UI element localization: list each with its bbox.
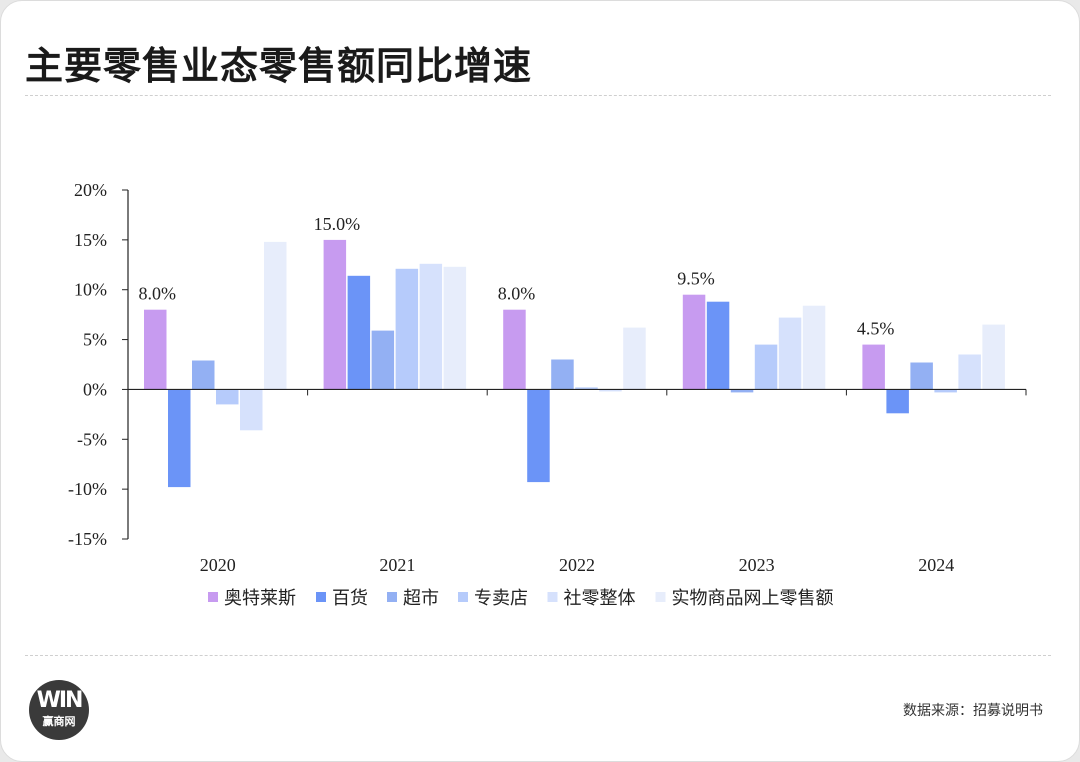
legend-label: 实物商品网上零售额 bbox=[672, 588, 834, 609]
bar-2021-奥特莱斯 bbox=[323, 239, 347, 390]
data-label: 15.0% bbox=[314, 214, 361, 234]
legend-swatch bbox=[655, 592, 666, 602]
bar-2024-专卖店 bbox=[934, 389, 957, 393]
legend: 奥特莱斯 百货 超市 专卖店 社零整体 实物商品网上零售额 bbox=[208, 588, 834, 609]
legend-label: 社零整体 bbox=[564, 588, 636, 609]
x-tick-label: 2024 bbox=[918, 555, 954, 575]
bar-2022-超市 bbox=[551, 359, 574, 390]
data-source-note: 数据来源：招募说明书 bbox=[903, 703, 1043, 719]
bar-2020-奥特莱斯 bbox=[144, 309, 167, 390]
x-tick-label: 2023 bbox=[739, 555, 775, 575]
bar-2023-超市 bbox=[730, 389, 754, 393]
y-tick-label: -10% bbox=[68, 479, 107, 499]
x-tick-label: 2022 bbox=[559, 555, 595, 575]
bar-2022-实物商品网上零售额 bbox=[623, 327, 646, 390]
bar-2023-实物商品网上零售额 bbox=[802, 305, 826, 390]
bar-2020-百货 bbox=[168, 389, 191, 488]
y-tick-label: -5% bbox=[77, 429, 107, 449]
legend-swatch bbox=[458, 592, 468, 602]
legend-swatch bbox=[316, 592, 326, 602]
data-label: 4.5% bbox=[857, 319, 895, 339]
bar-2021-实物商品网上零售额 bbox=[443, 266, 467, 390]
y-tick-label: 15% bbox=[74, 230, 107, 250]
bar-2024-超市 bbox=[910, 362, 933, 390]
labels-group: 20% 15% 10% 5% 0% -5% -10% -15% 2020 2021 2022 2023… bbox=[68, 180, 954, 575]
logo-text: 赢商网 bbox=[42, 715, 76, 728]
footer-divider bbox=[25, 655, 1051, 656]
brand-logo: WIN 赢商网 bbox=[29, 680, 89, 740]
legend-swatch bbox=[387, 592, 397, 602]
y-tick-label: -15% bbox=[68, 529, 107, 549]
legend-label: 百货 bbox=[332, 588, 368, 609]
data-label: 8.0% bbox=[498, 284, 536, 304]
bar-2021-超市 bbox=[371, 330, 395, 390]
bar-2024-奥特莱斯 bbox=[862, 344, 885, 390]
x-tick-label: 2020 bbox=[200, 555, 236, 575]
legend-label: 超市 bbox=[403, 588, 439, 609]
page-title: 主要零售业态零售额同比增速 bbox=[25, 44, 533, 88]
bar-2024-社零整体 bbox=[958, 354, 981, 390]
axes-group bbox=[122, 189, 1027, 540]
bar-2023-专卖店 bbox=[754, 344, 778, 390]
bar-2020-实物商品网上零售额 bbox=[264, 241, 287, 390]
x-tick-label: 2021 bbox=[379, 555, 415, 575]
bar-2023-奥特莱斯 bbox=[682, 294, 706, 390]
bar-2021-专卖店 bbox=[395, 268, 419, 390]
bars-group bbox=[144, 239, 1005, 488]
bar-2023-社零整体 bbox=[778, 317, 802, 390]
y-tick-label: 0% bbox=[83, 379, 107, 399]
legend-label: 专卖店 bbox=[474, 588, 528, 609]
bar-2022-社零整体 bbox=[599, 389, 622, 392]
bar-2021-社零整体 bbox=[419, 263, 443, 390]
data-label: 9.5% bbox=[677, 269, 715, 289]
data-label: 8.0% bbox=[139, 284, 177, 304]
bar-2023-百货 bbox=[706, 301, 730, 390]
legend-swatch bbox=[208, 592, 218, 602]
bar-2022-专卖店 bbox=[575, 387, 598, 390]
bar-2024-实物商品网上零售额 bbox=[982, 324, 1005, 390]
bar-2024-百货 bbox=[886, 389, 909, 414]
y-tick-label: 10% bbox=[74, 280, 107, 300]
bar-2020-社零整体 bbox=[240, 389, 263, 431]
bar-2020-专卖店 bbox=[216, 389, 239, 405]
bar-chart: 20% 15% 10% 5% 0% -5% -10% -15% 2020 2021 2022 2023… bbox=[68, 180, 1027, 609]
y-tick-label: 5% bbox=[83, 330, 107, 350]
bar-2021-百货 bbox=[347, 275, 371, 390]
y-tick-label: 20% bbox=[74, 180, 107, 200]
bar-2022-奥特莱斯 bbox=[503, 309, 526, 390]
legend-label: 奥特莱斯 bbox=[224, 588, 296, 609]
bar-2020-超市 bbox=[192, 360, 215, 390]
legend-swatch bbox=[547, 592, 558, 602]
bar-2022-百货 bbox=[527, 389, 550, 483]
title-divider bbox=[25, 95, 1051, 96]
logo-mark: WIN bbox=[36, 688, 84, 713]
